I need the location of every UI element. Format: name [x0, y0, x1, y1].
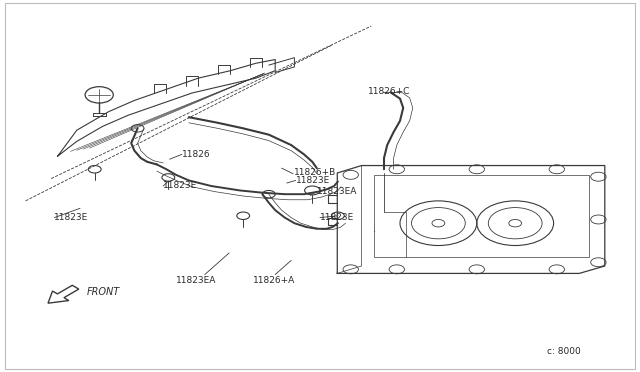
- Text: 11826+B: 11826+B: [294, 169, 337, 177]
- Text: FRONT: FRONT: [86, 287, 120, 297]
- Text: 11826+C: 11826+C: [368, 87, 410, 96]
- Text: 11823E: 11823E: [320, 213, 355, 222]
- Text: 11823EA: 11823EA: [317, 187, 357, 196]
- Text: c: 8000: c: 8000: [547, 347, 581, 356]
- Text: 11826: 11826: [182, 150, 211, 159]
- Text: 11823E: 11823E: [54, 213, 89, 222]
- Text: 11823EA: 11823EA: [176, 276, 216, 285]
- Text: 11823E: 11823E: [296, 176, 330, 185]
- Text: 11823E: 11823E: [163, 182, 198, 190]
- Text: 11826+A: 11826+A: [253, 276, 295, 285]
